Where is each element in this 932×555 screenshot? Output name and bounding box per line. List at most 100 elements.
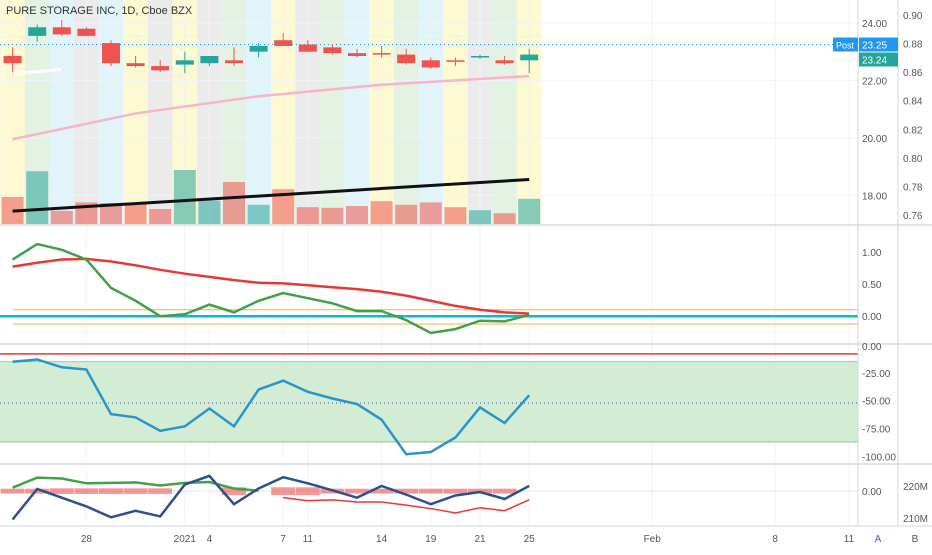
histogram-bar[interactable] <box>271 487 296 495</box>
histogram-bar[interactable] <box>492 488 517 494</box>
candle-body[interactable] <box>274 40 293 46</box>
volume-bar[interactable] <box>223 182 245 224</box>
volume-bar[interactable] <box>296 207 319 224</box>
volume-bar[interactable] <box>395 204 418 224</box>
price-pane[interactable] <box>0 20 858 224</box>
price-axis-label: 18.00 <box>862 191 887 202</box>
histogram-bar[interactable] <box>25 488 50 494</box>
volume-bar[interactable] <box>173 170 196 224</box>
slow-line[interactable] <box>12 257 530 315</box>
volume-bar[interactable] <box>50 210 73 224</box>
right-axis-label: 0.76 <box>903 211 923 222</box>
volume-bar[interactable] <box>346 206 368 224</box>
right-axis-label: 0.86 <box>903 68 923 79</box>
candle-body[interactable] <box>520 54 539 61</box>
time-axis-label: 14 <box>376 534 388 545</box>
volume-bar[interactable] <box>444 207 467 224</box>
williams-axis-label: -100.00 <box>862 452 896 463</box>
right-axis-label: 0.78 <box>903 182 923 193</box>
candle-body[interactable] <box>298 44 317 52</box>
histogram-bar[interactable] <box>49 488 74 494</box>
session-stripe <box>320 0 345 224</box>
scale-auto-button[interactable]: A <box>875 534 882 545</box>
candle-body[interactable] <box>348 53 366 56</box>
histogram-bar[interactable] <box>394 488 419 494</box>
histogram-bar[interactable] <box>295 487 320 495</box>
candle-body[interactable] <box>397 54 416 64</box>
post-value-label: 23.25 <box>862 41 887 52</box>
oscillator-pane[interactable] <box>0 242 858 335</box>
candle-body[interactable] <box>323 47 342 54</box>
time-axis-label: 11 <box>844 534 855 545</box>
histogram-bar[interactable] <box>74 488 99 494</box>
histogram-bar[interactable] <box>148 488 173 494</box>
histogram-bar[interactable] <box>369 488 394 494</box>
time-axis-label: 4 <box>207 534 213 545</box>
volume-osc-pane[interactable] <box>0 474 858 521</box>
osc-axis-label: 1.00 <box>862 248 882 259</box>
candle-body[interactable] <box>77 28 96 36</box>
candle-body[interactable] <box>175 60 194 65</box>
histogram-bar[interactable] <box>222 487 246 495</box>
candle-body[interactable] <box>372 53 391 55</box>
volume-bar[interactable] <box>321 207 344 224</box>
histogram-bar[interactable] <box>99 488 123 494</box>
fast-line[interactable] <box>11 242 530 335</box>
volume-bar[interactable] <box>272 189 295 224</box>
candle-body[interactable] <box>471 56 489 58</box>
volume-bar[interactable] <box>198 200 221 224</box>
candle-body[interactable] <box>28 27 47 36</box>
vol-osc-axis-label: 0.00 <box>862 487 882 498</box>
volume-bar[interactable] <box>493 213 516 224</box>
scale-log-button[interactable]: B <box>912 534 919 545</box>
time-axis-label: 2021 <box>174 534 197 545</box>
vol-axis-label-low: 210M <box>903 514 928 525</box>
red-line[interactable] <box>283 496 530 514</box>
time-axis-label: Feb <box>644 534 662 545</box>
candle-body[interactable] <box>421 60 440 68</box>
histogram-bar[interactable] <box>345 488 369 494</box>
candle-body[interactable] <box>151 66 170 71</box>
candle-body[interactable] <box>249 45 268 52</box>
histogram-bar[interactable] <box>418 488 443 494</box>
last-value-label: 23.24 <box>862 56 887 67</box>
williams-axis-label: -25.00 <box>862 369 891 380</box>
volume-bar[interactable] <box>469 210 491 224</box>
histogram-bar[interactable] <box>0 488 25 494</box>
volume-bar[interactable] <box>124 203 147 224</box>
williams-axis-label: -50.00 <box>862 397 891 408</box>
volume-bar[interactable] <box>370 201 393 224</box>
candle-body[interactable] <box>495 60 514 64</box>
volume-bar[interactable] <box>100 203 122 224</box>
williams-axis-label: -75.00 <box>862 425 891 436</box>
volume-bar[interactable] <box>149 209 172 224</box>
candle-body[interactable] <box>446 60 465 62</box>
candle-body[interactable] <box>102 43 120 64</box>
oscillator-line[interactable] <box>12 358 531 456</box>
session-stripe <box>492 0 517 224</box>
williams-pane[interactable] <box>0 353 858 456</box>
candle-body[interactable] <box>52 27 71 35</box>
white-moving-average <box>12 68 62 75</box>
navy-line[interactable] <box>11 474 530 521</box>
time-axis-label: 25 <box>524 534 536 545</box>
volume-bar[interactable] <box>518 198 541 224</box>
histogram-bar[interactable] <box>443 488 468 494</box>
candle-body[interactable] <box>200 56 219 64</box>
post-tag-label: Post <box>836 41 855 51</box>
volume-bar[interactable] <box>26 171 49 224</box>
time-axis-label: 8 <box>772 534 778 545</box>
session-stripe <box>98 0 124 224</box>
trend-line <box>12 177 530 213</box>
volume-bar[interactable] <box>419 202 442 224</box>
candle-body[interactable] <box>126 63 145 67</box>
histogram-bar[interactable] <box>123 488 148 494</box>
candle-body[interactable] <box>3 56 22 64</box>
right-axis-label: 0.84 <box>903 97 923 108</box>
candle-body[interactable] <box>225 60 243 64</box>
volume-bar[interactable] <box>247 204 270 224</box>
osc-axis-label: 0.00 <box>862 312 882 323</box>
osc-axis-label: 0.50 <box>862 280 882 291</box>
